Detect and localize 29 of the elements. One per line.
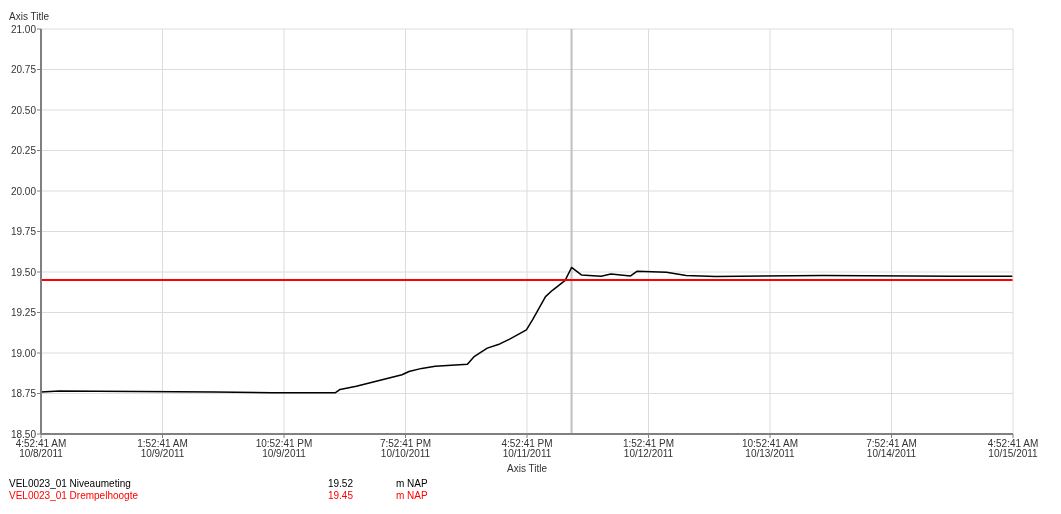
y-tick-label: 19.75 [10, 226, 37, 237]
y-tick-label: 20.25 [10, 145, 37, 156]
text: VEL0023_01 Drempelhoogte [9, 490, 139, 501]
x-tick-label: 7:52:41 PM 10/10/2011 [379, 438, 432, 459]
y-axis-title: Axis Title [9, 11, 50, 22]
x-tick-label: 4:52:41 AM 10/15/2011 [987, 438, 1039, 459]
x-tick-label: 10:52:41 AM 10/13/2011 [741, 438, 799, 459]
y-tick-label: 20.75 [10, 64, 37, 75]
x-tick-label: 10:52:41 PM 10/9/2011 [255, 438, 313, 459]
y-tick-label: 18.75 [10, 388, 37, 399]
x-tick-label: 7:52:41 AM 10/14/2011 [866, 438, 917, 459]
y-tick-label: 20.00 [10, 185, 37, 197]
y-tick-label: 21.00 [10, 23, 37, 35]
x-tick-label: 4:52:41 AM 10/8/2011 [15, 438, 67, 459]
text: 19.45 [327, 490, 354, 501]
x-tick-label: 1:52:41 PM 10/12/2011 [622, 438, 675, 459]
line-series [40, 266, 1013, 394]
y-tick-label: 19.25 [10, 307, 37, 318]
x-tick-label: 4:52:41 PM 10/11/2011 [501, 438, 553, 459]
y-tick-label: 19.50 [10, 266, 37, 278]
y-tick-label: 19.00 [10, 347, 37, 359]
text: 19.52 [327, 478, 354, 489]
text: m NAP [396, 478, 428, 489]
text: m NAP [396, 490, 428, 501]
y-tick-label: 18.50 [10, 428, 37, 440]
y-tick-label: 20.50 [10, 104, 37, 116]
x-axis-title: Axis Title [506, 463, 548, 474]
text: VEL0023_01 Niveaumeting [9, 478, 131, 489]
x-tick-label: 1:52:41 AM 10/9/2011 [137, 438, 188, 459]
